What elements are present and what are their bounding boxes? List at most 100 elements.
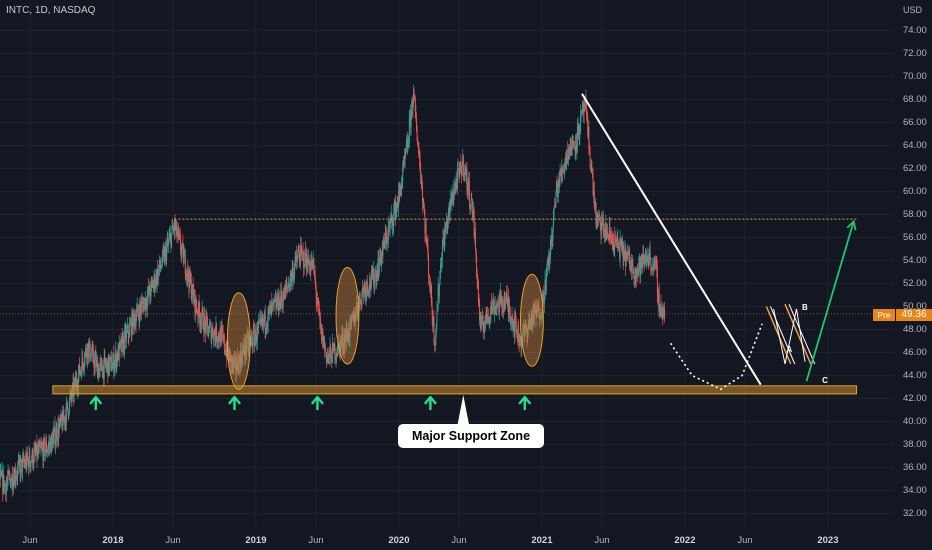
candle-body <box>396 203 398 206</box>
candle-body <box>152 283 154 289</box>
candle-body <box>46 451 48 453</box>
candle-body <box>570 153 572 156</box>
candle-body <box>551 235 553 241</box>
candle-body <box>609 227 611 232</box>
wave-label-a: A <box>786 345 793 355</box>
candle-body <box>578 134 580 139</box>
candle-body <box>464 168 466 173</box>
candle-body <box>566 149 568 161</box>
candle-body <box>183 255 185 264</box>
candle-body <box>211 329 213 334</box>
wave-label-c: C <box>822 376 828 386</box>
candle-body <box>232 358 234 368</box>
candle-body <box>252 329 254 347</box>
candle-body <box>248 340 250 348</box>
candle-body <box>405 152 407 155</box>
candle-body <box>81 356 83 377</box>
symbol-title[interactable]: INTC, 1D, NASDAQ <box>6 5 96 16</box>
candle-body <box>478 299 480 304</box>
candle-body <box>458 168 460 171</box>
candle-body <box>186 273 188 278</box>
candle-body <box>404 156 406 160</box>
candle-body <box>23 456 25 464</box>
candle-body <box>542 291 544 295</box>
candle-body <box>283 288 285 301</box>
candle-body <box>653 261 655 268</box>
candle-body <box>172 225 174 230</box>
candle-body <box>420 171 422 183</box>
candle-body <box>9 475 11 479</box>
candle-body <box>540 316 542 320</box>
candle-body <box>289 283 291 290</box>
candle-body <box>118 346 120 360</box>
candle-body <box>250 337 252 339</box>
candle-body <box>124 330 126 351</box>
candle-body <box>176 235 178 237</box>
candle-body <box>412 104 414 110</box>
candle-body <box>19 463 21 475</box>
candle-body <box>505 293 507 304</box>
candle-body <box>290 272 292 282</box>
candle-body <box>169 234 171 235</box>
candle-body <box>261 320 263 323</box>
candle-body <box>592 173 594 195</box>
candle-body <box>620 240 622 242</box>
candle-body <box>561 167 563 173</box>
candle-body <box>518 342 520 345</box>
candle-body <box>20 459 22 461</box>
candle-body <box>97 360 99 379</box>
candle-body <box>208 326 210 333</box>
candle-body <box>569 138 571 150</box>
candle-body <box>582 103 584 114</box>
candle-body <box>431 285 433 306</box>
candle-body <box>131 313 133 336</box>
candle-body <box>486 307 488 315</box>
candle-body <box>155 273 157 285</box>
candle-body <box>217 340 219 342</box>
candle-body <box>301 251 303 254</box>
candle-body <box>162 251 164 253</box>
candle-body <box>159 260 161 268</box>
candle-body <box>434 341 436 345</box>
candle-body <box>200 320 202 326</box>
candle-body <box>559 169 561 179</box>
candle-body <box>263 319 265 323</box>
candle-body <box>119 342 121 344</box>
candle-body <box>167 242 169 244</box>
candle-body <box>554 206 556 208</box>
candle-body <box>468 181 470 206</box>
candle-body <box>56 428 58 441</box>
candle-body <box>462 155 464 166</box>
candle-body <box>631 258 633 261</box>
candle-body <box>463 173 465 176</box>
candle-body <box>539 315 541 319</box>
candle-body <box>65 402 67 424</box>
candle-body <box>98 368 100 378</box>
candle-body <box>444 228 446 247</box>
target-arrow-head <box>846 219 857 231</box>
candle-body <box>14 470 16 481</box>
candle-body <box>22 458 24 473</box>
grid-lines <box>0 0 895 528</box>
candle-body <box>120 340 122 351</box>
candle-body <box>136 309 138 319</box>
candle-body <box>142 303 144 312</box>
candle-body <box>224 349 226 352</box>
candle-body <box>133 316 135 326</box>
candle-body <box>342 347 344 349</box>
candle-body <box>272 301 274 304</box>
candle-body <box>474 231 476 249</box>
candle-body <box>92 348 94 362</box>
candle-body <box>223 336 225 340</box>
candle-body <box>413 90 415 105</box>
candle-body <box>466 170 468 191</box>
candle-body <box>225 351 227 356</box>
candle-body <box>364 287 366 298</box>
candle-body <box>352 316 354 320</box>
candle-body <box>55 428 57 440</box>
candle-body <box>280 290 282 301</box>
candle-body <box>128 334 130 337</box>
candle-body <box>52 437 54 448</box>
candle-body <box>148 285 150 295</box>
